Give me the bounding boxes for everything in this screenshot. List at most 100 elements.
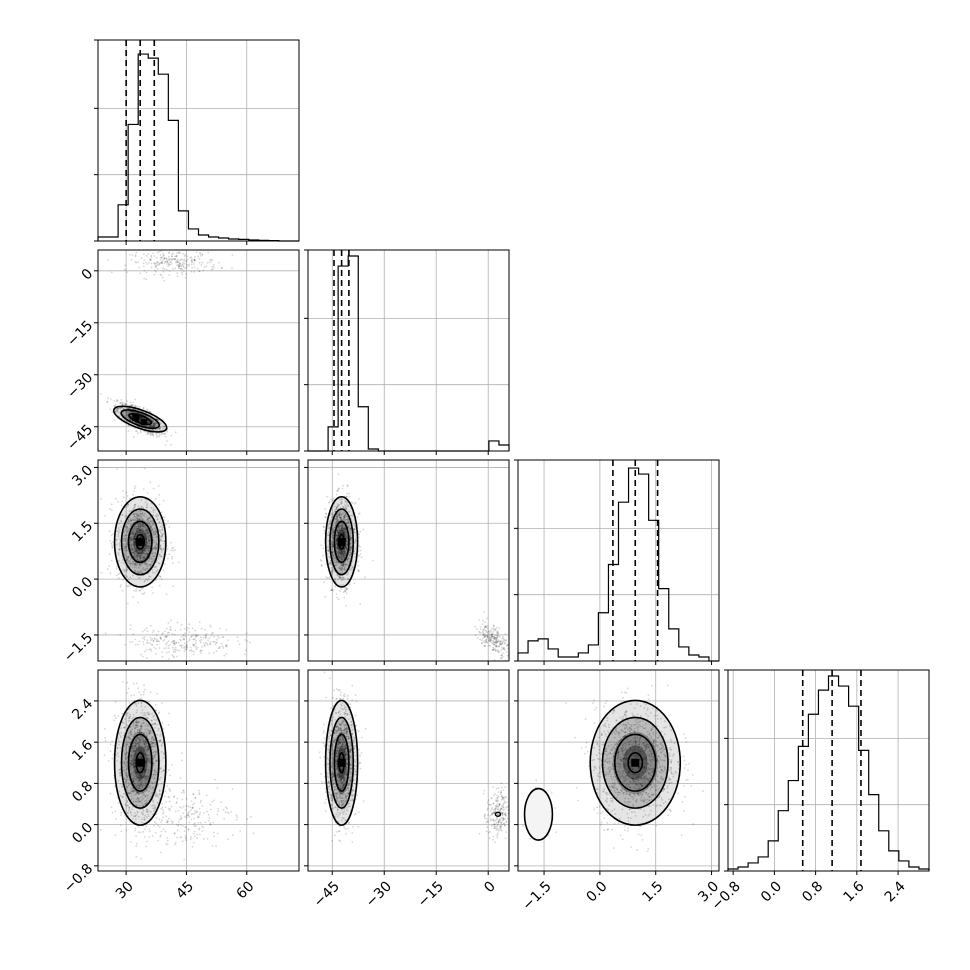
sample-point (123, 569, 125, 571)
sample-point (133, 545, 136, 547)
sample-point (145, 776, 148, 779)
sample-point (345, 533, 348, 535)
sample-point (163, 426, 166, 428)
sample-point (485, 639, 487, 641)
sample-point (349, 537, 352, 540)
sample-point (183, 645, 186, 648)
sample-point (154, 753, 157, 756)
sample-point (338, 514, 341, 516)
sample-point (342, 527, 344, 530)
sample-point (345, 592, 348, 595)
sample-point (150, 745, 153, 748)
sample-point (345, 535, 348, 538)
sample-point (131, 530, 134, 533)
sample-point (181, 271, 183, 274)
sample-point (342, 563, 345, 566)
sample-point (332, 512, 334, 514)
sample-point (139, 536, 142, 539)
sample-point (155, 265, 158, 267)
sample-point (160, 702, 163, 704)
sample-point (137, 528, 139, 530)
sample-point (209, 626, 212, 628)
density-contour (333, 520, 350, 564)
sample-point (140, 725, 143, 728)
sample-point (133, 536, 136, 539)
sample-point (159, 793, 162, 796)
sample-point (338, 531, 341, 534)
sample-point (136, 554, 139, 557)
sample-point (486, 625, 489, 627)
sample-point (129, 766, 132, 768)
sample-point (129, 562, 132, 565)
sample-point (349, 534, 352, 537)
sample-point (130, 410, 133, 413)
sample-point (161, 260, 164, 262)
sample-point (205, 633, 208, 635)
sample-point (135, 752, 137, 754)
sample-point (124, 525, 127, 528)
sample-point (141, 525, 144, 527)
sample-point (332, 530, 334, 533)
sample-point (350, 537, 353, 540)
sample-point (148, 558, 151, 561)
sample-point (154, 424, 157, 427)
sample-point (331, 550, 333, 553)
sample-point (135, 527, 138, 530)
density-contour (120, 508, 160, 576)
sample-point (157, 727, 160, 730)
sample-point (139, 738, 142, 741)
sample-point (492, 640, 495, 643)
sample-point (146, 639, 149, 642)
sample-point (123, 547, 126, 550)
sample-point (141, 549, 144, 552)
sample-point (132, 801, 135, 803)
sample-point (144, 549, 147, 552)
sample-point (133, 564, 136, 566)
sample-point (174, 431, 177, 434)
sample-point (163, 647, 166, 650)
sample-point (143, 536, 146, 538)
sample-point (339, 503, 342, 506)
sample-point (162, 548, 165, 551)
sample-point (140, 782, 143, 785)
sample-point (135, 798, 138, 801)
sample-point (485, 625, 487, 628)
sample-point (132, 519, 135, 522)
sample-point (202, 642, 205, 645)
sample-point (482, 619, 484, 622)
sample-point (335, 490, 338, 492)
sample-point (162, 499, 165, 502)
sample-point (335, 507, 338, 509)
density-contour (113, 496, 167, 588)
sample-point (161, 651, 164, 653)
sample-point (485, 640, 487, 643)
sample-point (354, 531, 357, 534)
sample-point (139, 272, 142, 275)
sample-point (156, 640, 159, 643)
sample-point (482, 633, 485, 636)
sample-point (490, 633, 493, 636)
sample-point (152, 511, 155, 513)
sample-point (149, 564, 151, 566)
sample-point (123, 744, 126, 747)
sample-point (343, 557, 346, 560)
sample-point (357, 569, 360, 572)
sample-point (491, 635, 494, 638)
sample-point (171, 547, 174, 550)
sample-point (137, 756, 140, 759)
sample-point (491, 634, 493, 637)
sample-point (127, 720, 130, 722)
sample-point (193, 271, 196, 273)
sample-point (127, 520, 130, 523)
sample-point (143, 816, 146, 819)
sample-point (133, 533, 136, 536)
sample-point (144, 562, 147, 564)
sample-point (125, 411, 128, 414)
sample-point (180, 644, 183, 647)
sample-point (139, 430, 142, 432)
sample-point (340, 557, 343, 560)
sample-point (121, 721, 124, 724)
sample-point (194, 629, 197, 632)
sample-point (345, 531, 348, 534)
